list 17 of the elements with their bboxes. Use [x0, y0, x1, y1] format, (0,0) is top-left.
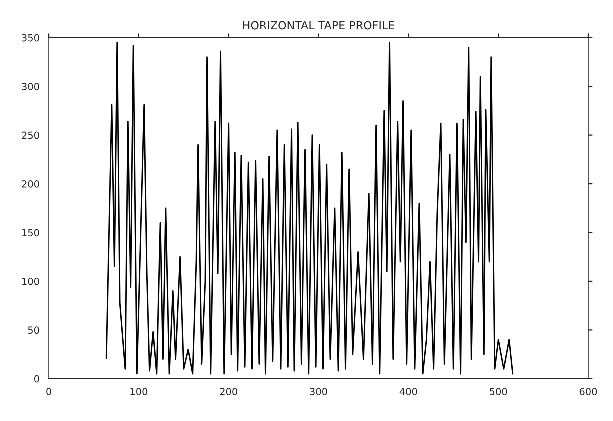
y-tick-label: 250 [22, 132, 40, 140]
x-tick-label: 100 [130, 388, 148, 396]
y-tick-label: 350 [22, 34, 40, 42]
y-tick-label: 200 [22, 180, 40, 188]
x-tick-label: 600 [580, 388, 598, 396]
x-tick-label: 500 [490, 388, 508, 396]
y-tick-label: 50 [28, 326, 40, 334]
x-tick-label: 400 [400, 388, 418, 396]
y-tick-label: 0 [34, 375, 40, 383]
chart-title: HORIZONTAL TAPE PROFILE [243, 21, 394, 30]
y-tick-label: 300 [22, 83, 40, 90]
x-tick-label: 200 [220, 388, 238, 396]
x-tick-label: 0 [46, 388, 52, 396]
line-series [106, 42, 514, 375]
y-tick-label: 100 [22, 278, 40, 286]
y-tick-label: 150 [22, 229, 40, 237]
x-tick-label: 300 [310, 388, 328, 396]
